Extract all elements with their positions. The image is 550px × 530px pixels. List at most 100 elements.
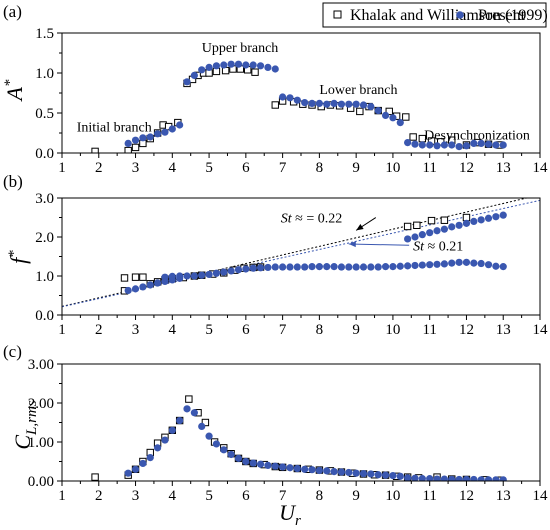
x-tick-label: 12 (459, 322, 474, 338)
data-point (264, 263, 272, 272)
panel-c-ylabel: CL,rms (10, 400, 40, 449)
data-point (462, 213, 471, 222)
data-point (293, 96, 301, 104)
data-point (389, 263, 397, 271)
data-point (279, 463, 287, 471)
data-point (227, 60, 235, 68)
y-tick-label: 0.00 (28, 474, 54, 490)
y-tick-label: 0.0 (35, 308, 54, 324)
x-tick-label: 10 (385, 322, 400, 338)
data-point (139, 134, 147, 142)
data-point (139, 273, 147, 281)
annotation-label: Desynchronization (424, 128, 530, 143)
data-point (271, 263, 279, 271)
data-point (440, 260, 448, 268)
data-point (492, 141, 500, 149)
data-point (470, 475, 478, 481)
y-tick-label: 1.00 (28, 435, 54, 451)
series-present (124, 211, 507, 295)
data-point (146, 454, 154, 462)
data-point (470, 217, 478, 225)
data-point (251, 68, 259, 76)
data-point (234, 266, 243, 274)
y-tick-label: 1.5 (35, 26, 54, 42)
data-point (286, 94, 294, 102)
data-point (279, 263, 287, 271)
data-point (249, 61, 257, 69)
data-point (256, 62, 265, 70)
data-point (477, 139, 485, 147)
data-point (433, 142, 441, 150)
x-tick-label: 12 (459, 488, 474, 504)
data-point (409, 133, 417, 141)
data-point (455, 221, 463, 229)
annotation-label: Initial branch (77, 120, 152, 135)
data-point (308, 466, 316, 474)
data-point (323, 100, 331, 108)
data-point (249, 264, 257, 272)
data-point (477, 216, 485, 224)
data-point (330, 468, 338, 476)
x-tick-label: 14 (533, 322, 549, 338)
x-tick-label: 11 (422, 322, 436, 338)
data-point (426, 475, 434, 481)
data-point (124, 469, 132, 477)
data-point (426, 261, 434, 269)
data-point (345, 468, 353, 477)
panel-b-label: (b) (3, 172, 23, 191)
data-point (176, 272, 184, 280)
data-point (367, 470, 375, 478)
data-point (146, 133, 154, 141)
x-tick-label: 9 (352, 322, 360, 338)
data-point (256, 460, 265, 468)
data-point (440, 475, 448, 481)
data-point (220, 268, 228, 276)
data-point (131, 285, 140, 293)
data-point (448, 223, 456, 231)
data-point (124, 286, 132, 295)
data-point (484, 261, 493, 269)
data-point (323, 467, 331, 475)
annotation-arrowhead (356, 224, 364, 231)
x-tick-label: 13 (496, 488, 511, 504)
data-point (455, 475, 463, 481)
x-tick-label: 5 (205, 160, 213, 176)
panel-c-xlabel: Ur (279, 500, 301, 529)
data-point (477, 259, 485, 268)
data-point (227, 450, 235, 459)
data-point (470, 139, 478, 147)
x-tick-label: 7 (279, 322, 287, 338)
data-point (308, 99, 316, 107)
data-point (374, 263, 382, 271)
strouhal-annotation: St ≈ = 0.22 (281, 212, 342, 227)
x-tick-label: 5 (205, 322, 213, 338)
x-tick-label: 4 (169, 322, 177, 338)
annotation-arrow (348, 243, 410, 246)
plot-frame (61, 363, 541, 482)
panel-c-label: (c) (3, 342, 22, 361)
data-point (499, 263, 507, 271)
data-point (374, 107, 382, 115)
x-tick-label: 1 (58, 322, 66, 338)
y-tick-label: 1.0 (35, 269, 54, 285)
data-point (330, 263, 338, 271)
data-point (462, 219, 471, 227)
data-point (345, 263, 353, 271)
data-point (205, 270, 213, 279)
data-point (154, 279, 162, 287)
data-point (154, 444, 162, 452)
data-point (418, 261, 426, 269)
data-point (337, 263, 346, 271)
x-tick-label: 3 (132, 160, 140, 176)
data-point (131, 273, 140, 281)
data-point (293, 263, 301, 271)
data-point (356, 107, 364, 116)
data-point (161, 436, 169, 444)
x-tick-label: 6 (242, 322, 250, 338)
data-point (396, 472, 404, 480)
data-point (381, 111, 390, 119)
x-tick-label: 10 (385, 160, 400, 176)
legend-box (322, 2, 547, 28)
x-tick-label: 10 (385, 488, 400, 504)
x-tick-label: 8 (316, 160, 324, 176)
